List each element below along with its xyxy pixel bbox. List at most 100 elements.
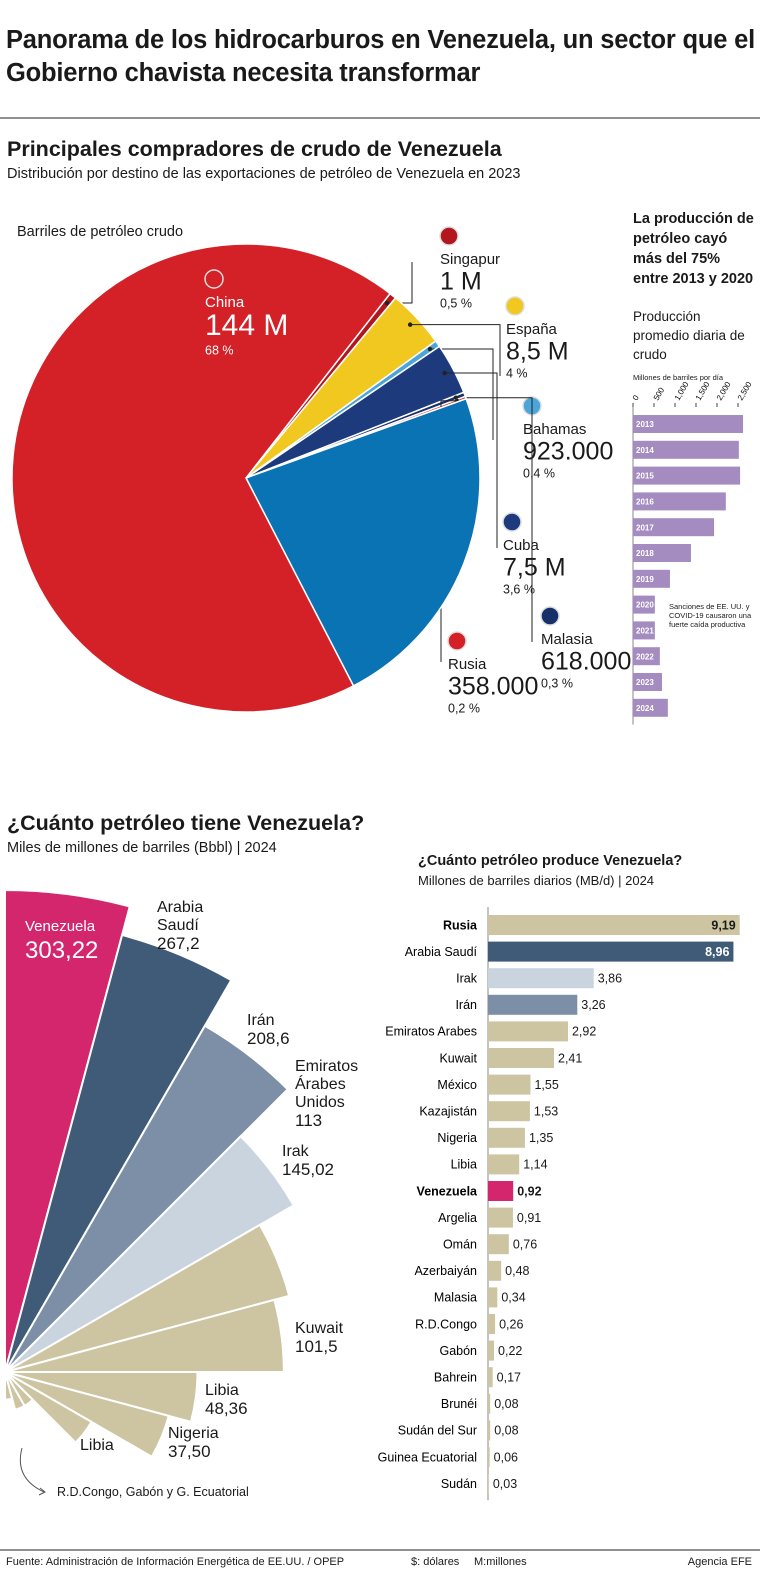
value-label: 208,6	[247, 1029, 290, 1048]
leader-dot	[384, 300, 390, 306]
bar	[633, 595, 655, 614]
category-label: Arabia Saudí	[157, 899, 204, 934]
value-label: 3,26	[581, 998, 605, 1012]
fan-label: Libia	[80, 1437, 158, 1455]
leader-dot	[442, 370, 447, 376]
category-label: Venezuela	[417, 1184, 478, 1198]
share-label: 0,3 %	[541, 676, 573, 690]
bar	[633, 621, 655, 640]
category-label: Venezuela	[25, 918, 96, 935]
fan-label: Irán 208,6	[247, 1012, 325, 1048]
section-title: Principales compradores de crudo de Vene…	[7, 137, 502, 161]
value-label: 0,34	[501, 1291, 525, 1305]
category-label: 2022	[636, 652, 654, 661]
x-tick-label: 0	[631, 393, 641, 402]
category-label: Emiratos Árabes Unidos	[295, 1058, 359, 1111]
leader-line	[455, 397, 533, 642]
fan-label: Arabia Saudí 267,2	[157, 899, 235, 953]
value-label: 0,22	[498, 1344, 522, 1358]
category-label: Bahrein	[434, 1370, 477, 1384]
category-label: Rusia	[448, 656, 487, 673]
annotation: Sanciones de EE. UU. y COVID-19 causaron…	[669, 602, 752, 629]
value-label: 267,2	[157, 934, 200, 953]
bar	[488, 1074, 531, 1095]
leader-dot	[427, 346, 433, 352]
value-label: 37,50	[168, 1442, 211, 1461]
fan-label: Libia 48,36	[205, 1382, 283, 1418]
fan-wedge	[4, 1298, 285, 1373]
bar	[488, 968, 594, 989]
bar	[488, 941, 734, 962]
value-label: 2,92	[572, 1025, 596, 1039]
category-label: Arabia Saudí	[405, 945, 478, 959]
category-label: Bahamas	[523, 421, 586, 438]
credit: Agencia EFE	[687, 1556, 752, 1568]
bar	[488, 1393, 491, 1414]
category-label: Gabón	[439, 1344, 477, 1358]
category-label: México	[437, 1078, 477, 1092]
value-label: 7,5 M	[503, 554, 566, 582]
category-label: Emiratos Arabes	[385, 1025, 477, 1039]
bar	[633, 673, 662, 691]
fan-label: Kuwait 101,5	[295, 1320, 373, 1356]
x-tick-label: 2,500	[736, 380, 754, 402]
value-label: 0,08	[494, 1397, 518, 1411]
value-label: 9,19	[711, 918, 735, 932]
value-label: 618.000	[541, 648, 631, 676]
value-label: 1,14	[523, 1158, 547, 1172]
bar	[633, 698, 668, 717]
bar	[488, 1101, 530, 1122]
share-label: 3,6 %	[503, 582, 535, 596]
pie-label: Barriles de petróleo crudo	[17, 224, 184, 240]
bar	[488, 1181, 514, 1201]
category-label: Malasia	[541, 631, 593, 648]
bar	[488, 1154, 520, 1175]
section-title: ¿Cuánto petróleo tiene Venezuela?	[7, 811, 365, 835]
bar	[488, 915, 740, 935]
bar	[488, 994, 578, 1015]
value-label: 113	[295, 1111, 323, 1130]
fan-wedge	[4, 1371, 170, 1459]
category-label: 2013	[636, 420, 654, 429]
category-label: Guinea Ecuatorial	[378, 1450, 477, 1464]
fan-wedge	[4, 1371, 14, 1401]
value-label: 0,92	[517, 1184, 541, 1198]
category-label: 2017	[636, 523, 654, 532]
category-label: Libia	[80, 1437, 114, 1454]
fan-wedge	[4, 933, 233, 1373]
category-label: Irak	[282, 1143, 309, 1160]
value-label: 48,36	[205, 1399, 248, 1418]
bar	[488, 1367, 493, 1388]
x-tick-label: 1,500	[694, 380, 712, 402]
value-label: 0,06	[494, 1450, 518, 1464]
value-label: 0,91	[517, 1211, 541, 1225]
bar	[488, 1473, 489, 1494]
value-label: 145,02	[282, 1160, 334, 1179]
value-label: 1,55	[534, 1078, 558, 1092]
bar	[633, 440, 739, 459]
category-label: 2024	[636, 704, 654, 713]
value-label: 923.000	[523, 438, 613, 466]
category-label: China	[205, 294, 245, 311]
fan-label: Venezuela 303,22	[25, 918, 103, 966]
chart-subtitle: Millones de barriles diarios (MB/d) | 20…	[418, 873, 655, 888]
category-label: Libia	[205, 1382, 239, 1399]
bar	[633, 492, 726, 511]
value-label: 0,76	[513, 1237, 537, 1251]
value-label: 1,53	[534, 1104, 558, 1118]
bar	[488, 1048, 555, 1068]
bar	[633, 569, 670, 588]
flag	[204, 269, 224, 289]
fan-wedge	[4, 888, 131, 1373]
bar	[488, 1314, 496, 1334]
side-subtitle: Producción promedio diaria de crudo	[633, 309, 745, 362]
category-label: Irán	[455, 998, 477, 1012]
share-label: 0,2 %	[448, 701, 480, 715]
fan-wedge	[4, 1371, 93, 1444]
category-label: 2021	[636, 627, 654, 636]
fan-wedge	[4, 1134, 296, 1373]
category-label: Argelia	[438, 1211, 477, 1225]
category-label: R.D.Congo	[415, 1317, 477, 1331]
